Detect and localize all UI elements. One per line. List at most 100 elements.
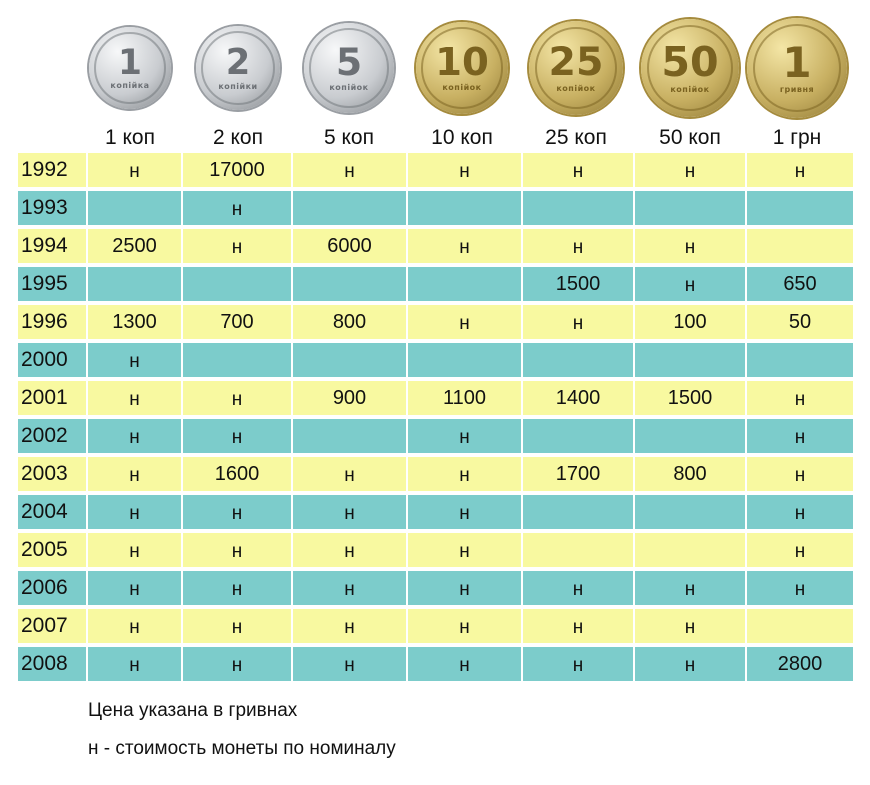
price-cell: н bbox=[88, 533, 181, 567]
price-cell bbox=[408, 191, 521, 225]
coin-6-image: 50 копійок bbox=[641, 19, 739, 117]
price-cell: н bbox=[88, 571, 181, 605]
year-cell: 1993 bbox=[18, 191, 86, 225]
price-cell: н bbox=[747, 457, 853, 491]
price-cell: н bbox=[408, 457, 521, 491]
price-cell bbox=[747, 609, 853, 643]
price-cell bbox=[293, 419, 406, 453]
price-cell: н bbox=[635, 571, 745, 605]
price-cell bbox=[88, 191, 181, 225]
price-cell: н bbox=[88, 647, 181, 681]
price-cell: н bbox=[747, 571, 853, 605]
price-cell: 900 bbox=[293, 381, 406, 415]
coin-word: копійок bbox=[670, 84, 710, 94]
price-cell bbox=[523, 191, 633, 225]
table-row: 1992 н 17000 н н н н н bbox=[18, 153, 853, 191]
coin-1-image: 1 копійка bbox=[89, 27, 171, 109]
price-cell: н bbox=[408, 419, 521, 453]
price-cell bbox=[635, 419, 745, 453]
price-cell: н bbox=[88, 609, 181, 643]
table-row: 2003 н 1600 н н 1700 800 н bbox=[18, 457, 853, 495]
year-cell: 2001 bbox=[18, 381, 86, 415]
coin-images-row: 1 копійка 2 копійки 5 копійок 10 копійок 25 копій… bbox=[0, 18, 870, 120]
price-cell: н bbox=[408, 305, 521, 339]
price-cell bbox=[183, 343, 291, 377]
coin-number: 25 bbox=[548, 39, 604, 86]
price-cell: н bbox=[635, 153, 745, 187]
year-cell: 1995 bbox=[18, 267, 86, 301]
table-row: 2000 н bbox=[18, 343, 853, 381]
table-row: 2006 н н н н н н н bbox=[18, 571, 853, 609]
price-cell: н bbox=[523, 153, 633, 187]
table-row: 1993 н bbox=[18, 191, 853, 229]
denomination-headers: 1 коп 2 коп 5 коп 10 коп 25 коп 50 коп 1 грн bbox=[0, 126, 870, 152]
price-cell bbox=[88, 267, 181, 301]
year-cell: 2004 bbox=[18, 495, 86, 529]
price-cell bbox=[293, 267, 406, 301]
table-row: 2002 н н н н bbox=[18, 419, 853, 457]
price-cell: н bbox=[747, 533, 853, 567]
price-cell: 1700 bbox=[523, 457, 633, 491]
denomination-label: 1 коп bbox=[105, 126, 155, 149]
price-cell: н bbox=[183, 381, 291, 415]
price-cell: 1300 bbox=[88, 305, 181, 339]
price-cell: н bbox=[747, 153, 853, 187]
price-cell: н bbox=[747, 419, 853, 453]
coin-3-image: 5 копійок bbox=[304, 23, 394, 113]
price-cell: 100 bbox=[635, 305, 745, 339]
price-note: Цена указана в гривнах bbox=[88, 700, 298, 721]
coin-4-image: 10 копійок bbox=[416, 22, 508, 114]
denomination-label: 5 коп bbox=[324, 126, 374, 149]
price-cell: н bbox=[183, 419, 291, 453]
price-cell: 800 bbox=[293, 305, 406, 339]
coin-2-image: 2 копійки bbox=[196, 26, 280, 110]
year-cell: 2000 bbox=[18, 343, 86, 377]
price-cell: н bbox=[747, 495, 853, 529]
denomination-label: 1 грн bbox=[772, 126, 822, 149]
price-cell: н bbox=[88, 153, 181, 187]
price-cell bbox=[293, 343, 406, 377]
price-cell bbox=[635, 343, 745, 377]
year-cell: 2007 bbox=[18, 609, 86, 643]
price-cell bbox=[747, 343, 853, 377]
table-row: 2007 н н н н н н bbox=[18, 609, 853, 647]
coin-7-image: 1 гривня bbox=[747, 18, 847, 118]
table-row: 1994 2500 н 6000 н н н bbox=[18, 229, 853, 267]
price-cell: н bbox=[88, 495, 181, 529]
year-cell: 1992 bbox=[18, 153, 86, 187]
table-row: 1996 1300 700 800 н н 100 50 bbox=[18, 305, 853, 343]
price-cell: н bbox=[183, 495, 291, 529]
price-cell bbox=[523, 419, 633, 453]
price-cell: н bbox=[408, 533, 521, 567]
price-cell bbox=[747, 229, 853, 263]
price-cell bbox=[635, 495, 745, 529]
price-cell: 700 bbox=[183, 305, 291, 339]
price-cell: 1600 bbox=[183, 457, 291, 491]
price-cell: 2800 bbox=[747, 647, 853, 681]
price-cell: н bbox=[635, 647, 745, 681]
year-cell: 2002 bbox=[18, 419, 86, 453]
coin-number: 50 bbox=[661, 38, 719, 87]
price-cell: н bbox=[293, 571, 406, 605]
price-cell bbox=[523, 495, 633, 529]
year-cell: 2006 bbox=[18, 571, 86, 605]
price-cell bbox=[293, 191, 406, 225]
price-cell bbox=[635, 191, 745, 225]
year-cell: 1996 bbox=[18, 305, 86, 339]
year-cell: 1994 bbox=[18, 229, 86, 263]
coin-number: 1 bbox=[782, 38, 812, 87]
coin-word: копійок bbox=[556, 83, 596, 93]
table-row: 2004 н н н н н bbox=[18, 495, 853, 533]
price-cell: н bbox=[183, 533, 291, 567]
price-cell: 50 bbox=[747, 305, 853, 339]
price-cell: н bbox=[183, 229, 291, 263]
price-cell: н bbox=[88, 343, 181, 377]
price-cell: н bbox=[293, 495, 406, 529]
price-cell: н bbox=[183, 191, 291, 225]
denomination-label: 2 коп bbox=[213, 126, 263, 149]
price-cell: 17000 bbox=[183, 153, 291, 187]
price-cell: н bbox=[523, 609, 633, 643]
coin-price-table: 1992 н 17000 н н н н н 1993 н 1994 2500 н 6000 н н н 1995… bbox=[18, 153, 853, 685]
price-cell: н bbox=[183, 609, 291, 643]
price-cell: н bbox=[183, 647, 291, 681]
